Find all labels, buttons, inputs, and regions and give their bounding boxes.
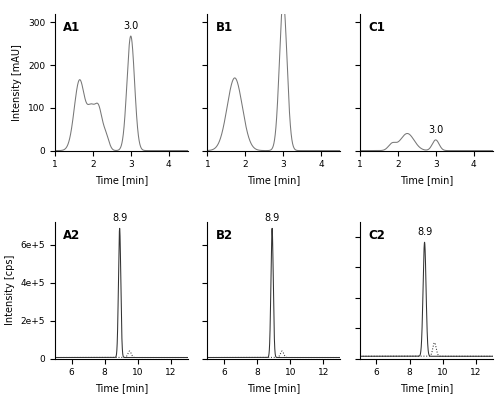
- Y-axis label: Intensity [mAU]: Intensity [mAU]: [12, 44, 22, 121]
- Text: 3.0: 3.0: [428, 125, 444, 135]
- X-axis label: Time [min]: Time [min]: [94, 383, 148, 393]
- X-axis label: Time [min]: Time [min]: [400, 383, 453, 393]
- Text: 3.0: 3.0: [123, 21, 138, 31]
- Text: A2: A2: [63, 229, 80, 242]
- Text: B1: B1: [216, 20, 232, 33]
- X-axis label: Time [min]: Time [min]: [247, 175, 300, 185]
- Text: A1: A1: [63, 20, 80, 33]
- Y-axis label: Intensity [cps]: Intensity [cps]: [5, 255, 15, 325]
- X-axis label: Time [min]: Time [min]: [94, 175, 148, 185]
- X-axis label: Time [min]: Time [min]: [247, 383, 300, 393]
- Text: C1: C1: [368, 20, 385, 33]
- Text: 8.9: 8.9: [112, 214, 128, 223]
- Text: 8.9: 8.9: [417, 227, 432, 238]
- Text: B2: B2: [216, 229, 232, 242]
- Text: 8.9: 8.9: [264, 214, 280, 223]
- Text: C2: C2: [368, 229, 385, 242]
- X-axis label: Time [min]: Time [min]: [400, 175, 453, 185]
